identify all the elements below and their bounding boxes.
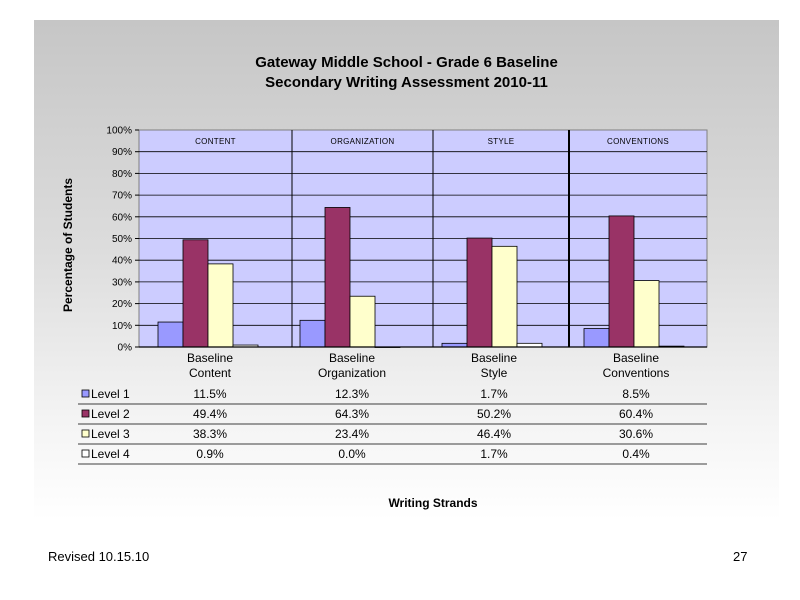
revised-date: Revised 10.15.10 <box>48 549 150 564</box>
bar <box>207 263 234 348</box>
y-axis-title: Percentage of Students <box>61 178 75 312</box>
table-cell: 1.7% <box>480 387 508 401</box>
y-tick-label: 90% <box>112 147 132 158</box>
y-tick-label: 60% <box>112 212 132 223</box>
y-tick-label: 100% <box>106 126 132 137</box>
legend-swatch <box>81 409 90 418</box>
bar <box>182 239 209 348</box>
table-cell: 50.2% <box>477 407 511 421</box>
bar <box>466 237 493 348</box>
region-label: CONVENTIONS <box>607 137 669 146</box>
y-tick-label: 10% <box>112 321 132 332</box>
legend-label: Level 2 <box>91 407 130 421</box>
table-cell: 60.4% <box>619 407 653 421</box>
y-tick-label: 0% <box>118 343 133 354</box>
bar <box>324 207 351 348</box>
bar <box>583 328 610 348</box>
y-tick-label: 70% <box>112 191 132 202</box>
category-label-line2: Conventions <box>603 366 670 380</box>
category-label-line2: Style <box>481 366 508 380</box>
region-label: STYLE <box>488 137 515 146</box>
x-axis-title: Writing Strands <box>388 496 477 510</box>
category-label-line2: Content <box>189 366 232 380</box>
bar <box>608 215 635 348</box>
region-label: ORGANIZATION <box>331 137 395 146</box>
table-cell: 11.5% <box>193 387 226 401</box>
table-cell: 8.5% <box>622 387 650 401</box>
legend-swatch <box>81 389 90 398</box>
page-number: 27 <box>733 549 748 564</box>
legend-label: Level 4 <box>91 447 130 461</box>
table-cell: 12.3% <box>335 387 369 401</box>
table-cell: 30.6% <box>619 427 653 441</box>
y-tick-label: 40% <box>112 256 132 267</box>
legend-label: Level 1 <box>91 387 130 401</box>
legend-label: Level 3 <box>91 427 130 441</box>
legend-swatch <box>81 449 90 458</box>
category-label-line2: Organization <box>318 366 386 380</box>
table-cell: 0.4% <box>622 447 650 461</box>
legend-swatch <box>81 429 90 438</box>
bar <box>491 245 518 348</box>
category-label-line1: Baseline <box>613 351 659 365</box>
bar <box>349 295 376 348</box>
y-tick-label: 50% <box>112 234 132 245</box>
category-label-line1: Baseline <box>471 351 517 365</box>
chart-title-line2: Secondary Writing Assessment 2010-11 <box>265 74 548 91</box>
category-label-line1: Baseline <box>187 351 233 365</box>
table-cell: 49.4% <box>193 407 227 421</box>
table-cell: 38.3% <box>193 427 227 441</box>
table-cell: 0.0% <box>338 447 366 461</box>
region-label: CONTENT <box>195 137 236 146</box>
bar <box>157 321 184 348</box>
y-tick-label: 80% <box>112 169 132 180</box>
chart-title-line1: Gateway Middle School - Grade 6 Baseline <box>255 54 558 71</box>
table-cell: 0.9% <box>196 447 224 461</box>
bar <box>299 319 326 348</box>
table-cell: 64.3% <box>335 407 369 421</box>
table-cell: 23.4% <box>335 427 369 441</box>
y-tick-label: 30% <box>112 277 132 288</box>
y-tick-label: 20% <box>112 299 132 310</box>
table-cell: 46.4% <box>477 427 511 441</box>
category-label-line1: Baseline <box>329 351 375 365</box>
table-cell: 1.7% <box>480 447 508 461</box>
bar <box>633 280 660 348</box>
